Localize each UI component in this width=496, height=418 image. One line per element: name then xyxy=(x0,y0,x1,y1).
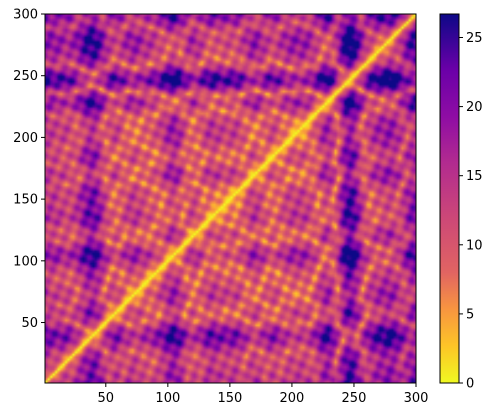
colorbar: 0 5 10 15 20 25 xyxy=(439,13,483,392)
heatmap-plot-area xyxy=(44,13,417,384)
x-tick-label: 50 xyxy=(98,391,115,406)
y-tick-label: 200 xyxy=(13,131,38,146)
colorbar-tick-label: 20 xyxy=(466,100,483,115)
y-tick-label: 100 xyxy=(13,254,38,269)
y-tick-label: 50 xyxy=(21,316,38,331)
colorbar-axis: 0 5 10 15 20 25 xyxy=(459,31,483,392)
x-tick-label: 200 xyxy=(280,391,305,406)
colorbar-tick-label: 0 xyxy=(466,377,474,392)
y-tick-label: 150 xyxy=(13,193,38,208)
x-tick-label: 100 xyxy=(155,391,180,406)
heatmap-image xyxy=(45,14,416,383)
y-tick-label: 250 xyxy=(13,69,38,84)
y-axis: 50 100 150 200 250 300 xyxy=(13,8,45,331)
x-tick-label: 300 xyxy=(404,391,429,406)
x-tick-label: 250 xyxy=(342,391,367,406)
colorbar-gradient xyxy=(440,14,459,383)
colorbar-tick-label: 25 xyxy=(466,31,483,46)
plot-frame xyxy=(44,13,417,384)
colorbar-tick-label: 5 xyxy=(466,307,474,322)
x-axis: 50 100 150 200 250 300 xyxy=(98,383,429,406)
y-tick-label: 300 xyxy=(13,8,38,23)
colorbar-tick-label: 10 xyxy=(466,238,483,253)
colorbar-tick-label: 15 xyxy=(466,169,483,184)
colorbar-frame xyxy=(439,13,460,384)
x-tick-label: 150 xyxy=(217,391,242,406)
